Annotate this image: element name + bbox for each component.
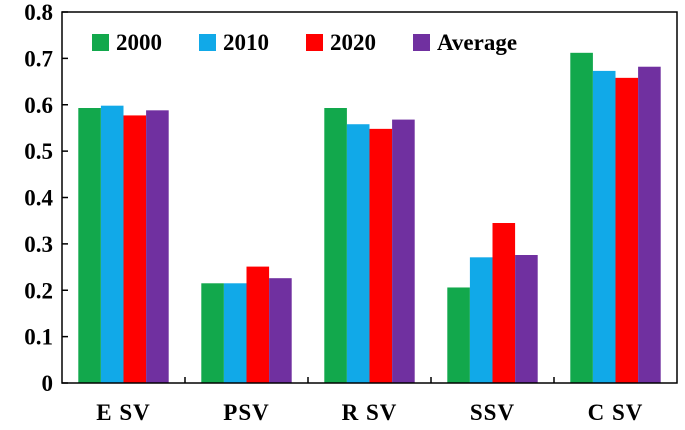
x-tick-label: PSV <box>223 400 269 425</box>
bar-rsv-2000 <box>324 108 347 383</box>
bar-csv-2000 <box>570 52 593 384</box>
bar-esv-2020 <box>123 115 147 384</box>
y-tick-label: 0 <box>42 371 54 396</box>
x-tick-label: R SV <box>342 400 398 425</box>
x-tick-label: E SV <box>96 400 151 425</box>
legend-item-2010: 2010 <box>199 30 269 55</box>
x-tick-label: C SV <box>588 400 644 425</box>
bar-ssv-2020 <box>492 223 516 383</box>
y-tick-label: 0.4 <box>24 186 53 211</box>
bar-rsv-average <box>392 119 415 383</box>
legend-label: 2000 <box>116 30 162 55</box>
y-tick-label: 0.1 <box>24 325 53 350</box>
y-tick-label: 0.7 <box>24 46 53 71</box>
legend-label: 2010 <box>223 30 269 55</box>
bar-ssv-2000 <box>447 287 470 383</box>
bar-esv-2000 <box>78 108 101 383</box>
bar-csv-2010 <box>592 70 616 384</box>
x-tick-label: SSV <box>470 400 515 425</box>
legend-item-2020: 2020 <box>306 30 376 55</box>
bar-csv-average <box>638 66 661 383</box>
legend-swatch <box>413 34 430 51</box>
legend-item-average: Average <box>413 30 517 55</box>
y-tick-label: 0.3 <box>24 232 53 257</box>
bar-ssv-2010 <box>469 257 493 383</box>
bar-psv-2000 <box>201 283 224 383</box>
bar-esv-2010 <box>100 105 124 384</box>
bar-psv-average <box>269 278 292 383</box>
legend-label: 2020 <box>330 30 376 55</box>
legend: 2000 2010 2020 Average <box>92 30 517 55</box>
y-tick-label: 0.2 <box>24 278 53 303</box>
legend-item-2000: 2000 <box>92 30 162 55</box>
bars-group <box>78 52 661 384</box>
bar-esv-average <box>146 110 169 383</box>
legend-swatch <box>92 34 109 51</box>
bar-csv-2020 <box>615 77 639 383</box>
bar-rsv-2010 <box>346 124 370 383</box>
bar-psv-2010 <box>223 283 247 383</box>
bar-psv-2020 <box>246 266 270 383</box>
legend-label: Average <box>437 30 517 55</box>
legend-swatch <box>199 34 216 51</box>
y-tick-label: 0.6 <box>24 93 53 118</box>
axes-group: E SV PSV R SV SSV C SV 0 0.1 0.2 0.3 0.4 0.5 0.6 0.7… <box>24 0 678 425</box>
bar-ssv-average <box>515 255 538 383</box>
y-tick-label: 0.8 <box>24 0 53 25</box>
y-tick-label: 0.5 <box>24 139 53 164</box>
bar-rsv-2020 <box>369 128 393 383</box>
legend-swatch <box>306 34 323 51</box>
